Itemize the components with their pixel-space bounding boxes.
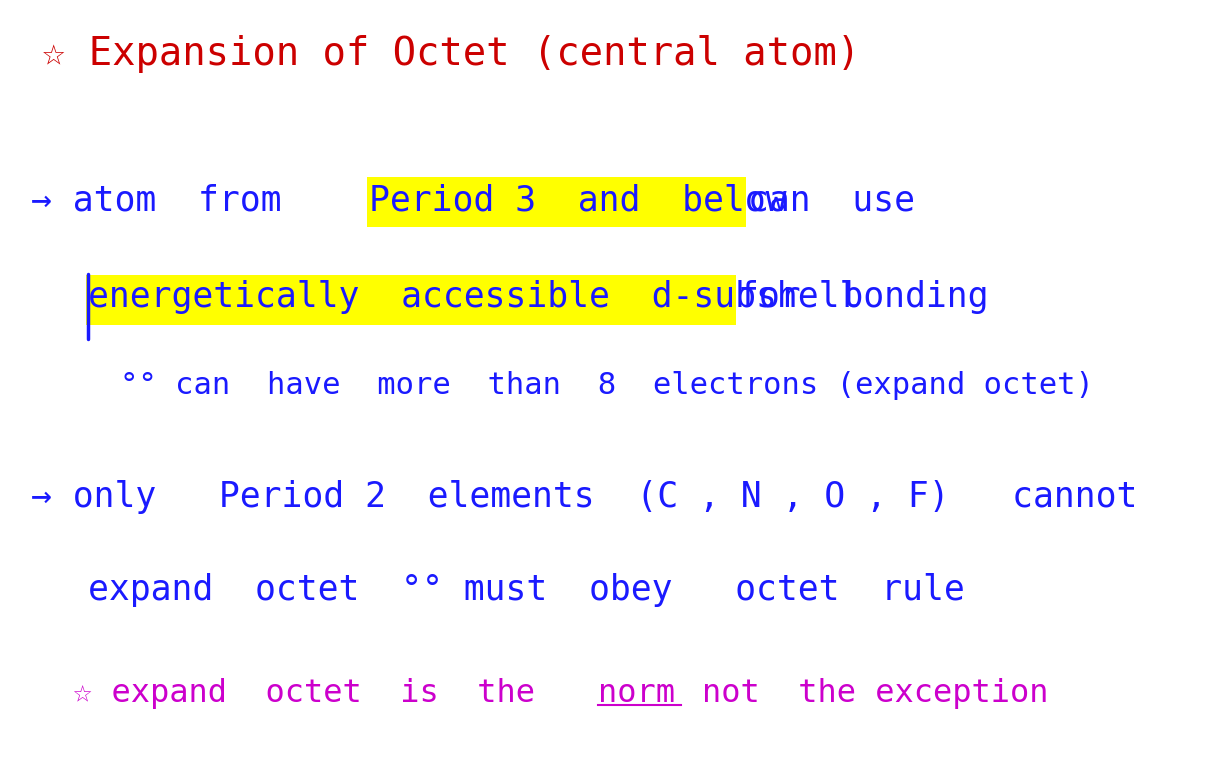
Text: for  bonding: for bonding (737, 280, 989, 314)
FancyBboxPatch shape (368, 177, 746, 227)
Text: → atom  from: → atom from (31, 183, 282, 217)
FancyBboxPatch shape (86, 275, 736, 325)
Text: expand  octet  °° must  obey   octet  rule: expand octet °° must obey octet rule (88, 573, 965, 607)
Text: not  the exception: not the exception (702, 678, 1049, 709)
Text: norm: norm (598, 678, 675, 709)
Text: ☆ expand  octet  is  the: ☆ expand octet is the (72, 678, 535, 709)
Text: °° can  have  more  than  8  electrons (expand octet): °° can have more than 8 electrons (expan… (120, 371, 1094, 400)
Text: can  use: can use (748, 183, 915, 217)
Text: ☆ Expansion of Octet (central atom): ☆ Expansion of Octet (central atom) (42, 35, 860, 73)
Text: → only   Period 2  elements  (C , N , O , F)   cannot: → only Period 2 elements (C , N , O , F)… (31, 480, 1138, 514)
Text: Period 3  and  below: Period 3 and below (369, 183, 786, 217)
Text: energetically  accessible  d-subshell: energetically accessible d-subshell (88, 280, 861, 314)
